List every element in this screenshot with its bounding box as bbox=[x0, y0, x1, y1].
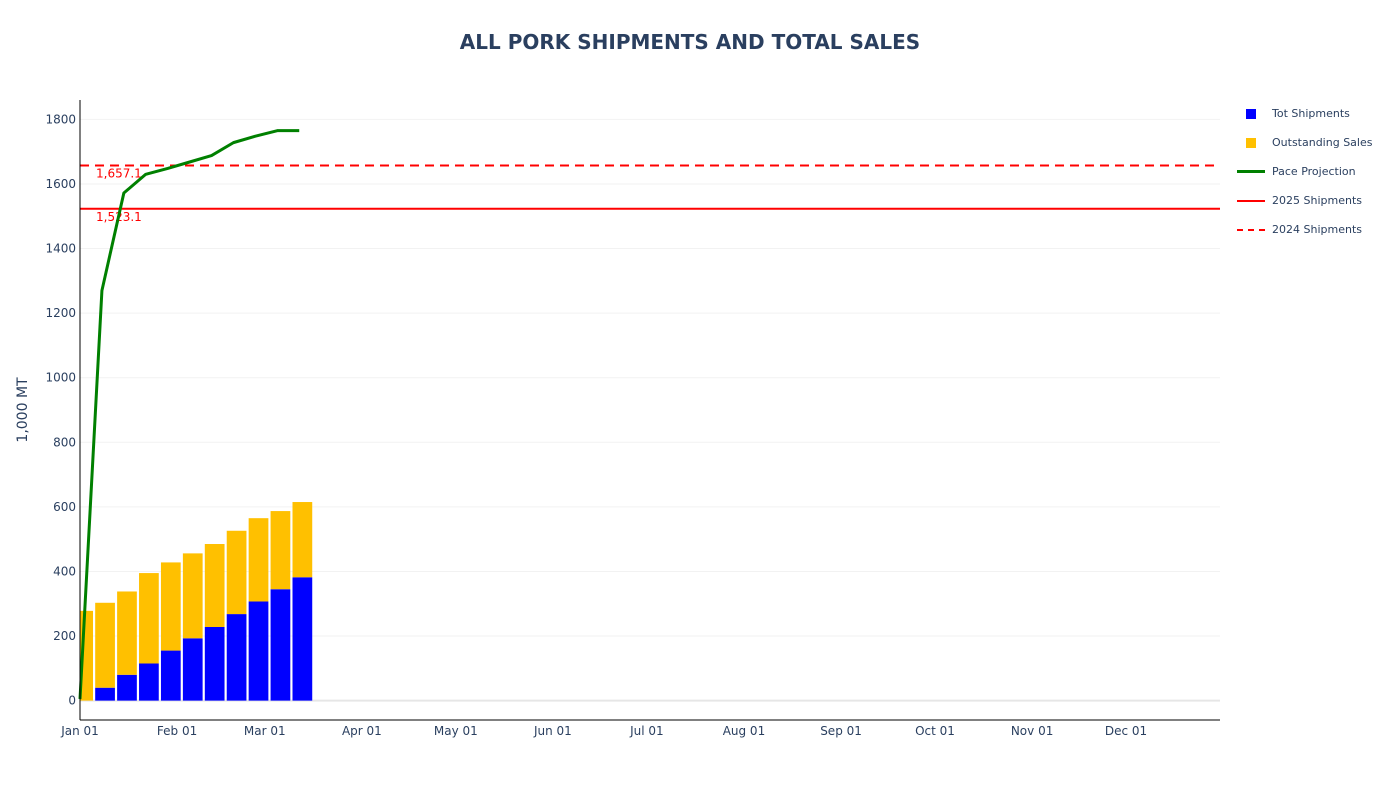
y-tick-label: 0 bbox=[68, 694, 76, 708]
x-tick-label: Oct 01 bbox=[915, 724, 955, 738]
legend-label: Tot Shipments bbox=[1272, 107, 1350, 120]
bar-outstanding-sales bbox=[160, 562, 181, 651]
y-tick-label: 200 bbox=[53, 629, 76, 643]
x-tick-label: Dec 01 bbox=[1105, 724, 1147, 738]
x-tick-label: Mar 01 bbox=[244, 724, 286, 738]
y-tick-label: 1400 bbox=[45, 242, 76, 256]
annotation-label: 1,657.1 bbox=[96, 167, 142, 181]
y-axis-title: 1,000 MT bbox=[15, 377, 31, 443]
x-tick-label: Nov 01 bbox=[1011, 724, 1054, 738]
line-swatch-icon bbox=[1237, 200, 1265, 202]
bar-outstanding-sales bbox=[139, 573, 159, 664]
bar-outstanding-sales bbox=[95, 602, 115, 688]
bar-outstanding-sales bbox=[226, 530, 247, 615]
y-tick-label: 1200 bbox=[45, 306, 76, 320]
legend-label: 2025 Shipments bbox=[1272, 194, 1362, 207]
bar-tot-shipments bbox=[204, 627, 225, 701]
bar-outstanding-sales bbox=[292, 502, 313, 578]
legend-item-pace-projection[interactable]: Pace Projection bbox=[1236, 162, 1372, 191]
bar-tot-shipments bbox=[139, 663, 159, 701]
legend-item-2024-shipments[interactable]: 2024 Shipments bbox=[1236, 220, 1372, 249]
y-tick-label: 1800 bbox=[45, 112, 76, 126]
x-tick-label: Jan 01 bbox=[60, 724, 99, 738]
legend-label: Outstanding Sales bbox=[1272, 136, 1373, 149]
legend-item-2025-shipments[interactable]: 2025 Shipments bbox=[1236, 191, 1372, 220]
legend-label: Pace Projection bbox=[1272, 165, 1356, 178]
bar-tot-shipments bbox=[182, 638, 203, 701]
legend-swatch-icon bbox=[1236, 220, 1266, 240]
legend-item-tot-shipments[interactable]: Tot Shipments bbox=[1236, 104, 1372, 133]
legend-swatch-icon bbox=[1236, 191, 1266, 211]
legend: Tot Shipments Outstanding Sales Pace Pro… bbox=[1236, 104, 1372, 249]
bar-outstanding-sales bbox=[270, 511, 291, 590]
bar-tot-shipments bbox=[270, 589, 291, 701]
dashed-line-swatch-icon bbox=[1237, 229, 1265, 231]
bar-swatch-icon bbox=[1246, 138, 1256, 148]
bar-swatch-icon bbox=[1246, 109, 1256, 119]
bar-outstanding-sales bbox=[182, 553, 203, 639]
x-tick-label: Sep 01 bbox=[820, 724, 862, 738]
bar-tot-shipments bbox=[292, 577, 313, 701]
x-tick-label: Jun 01 bbox=[533, 724, 572, 738]
legend-swatch-icon bbox=[1236, 162, 1266, 182]
bar-tot-shipments bbox=[248, 601, 269, 701]
legend-swatch-icon bbox=[1236, 104, 1266, 124]
legend-label: 2024 Shipments bbox=[1272, 223, 1362, 236]
y-tick-label: 800 bbox=[53, 435, 76, 449]
x-tick-label: Aug 01 bbox=[723, 724, 766, 738]
y-tick-label: 1600 bbox=[45, 177, 76, 191]
x-tick-label: Apr 01 bbox=[342, 724, 382, 738]
y-tick-label: 600 bbox=[53, 500, 76, 514]
bar-outstanding-sales bbox=[117, 591, 137, 675]
bar-outstanding-sales bbox=[248, 518, 269, 602]
y-tick-label: 1000 bbox=[45, 371, 76, 385]
bar-tot-shipments bbox=[160, 650, 181, 701]
x-tick-label: May 01 bbox=[434, 724, 478, 738]
legend-item-outstanding-sales[interactable]: Outstanding Sales bbox=[1236, 133, 1372, 162]
y-tick-label: 400 bbox=[53, 564, 76, 578]
bar-tot-shipments bbox=[117, 674, 137, 701]
bar-outstanding-sales bbox=[204, 544, 225, 627]
x-tick-label: Jul 01 bbox=[629, 724, 664, 738]
bar-tot-shipments bbox=[226, 614, 247, 701]
bar-tot-shipments bbox=[95, 687, 115, 701]
legend-swatch-icon bbox=[1236, 133, 1266, 153]
line-pace-projection bbox=[78, 129, 300, 700]
x-tick-label: Feb 01 bbox=[157, 724, 197, 738]
chart-title: ALL PORK SHIPMENTS AND TOTAL SALES bbox=[459, 30, 921, 54]
line-swatch-icon bbox=[1237, 170, 1265, 173]
